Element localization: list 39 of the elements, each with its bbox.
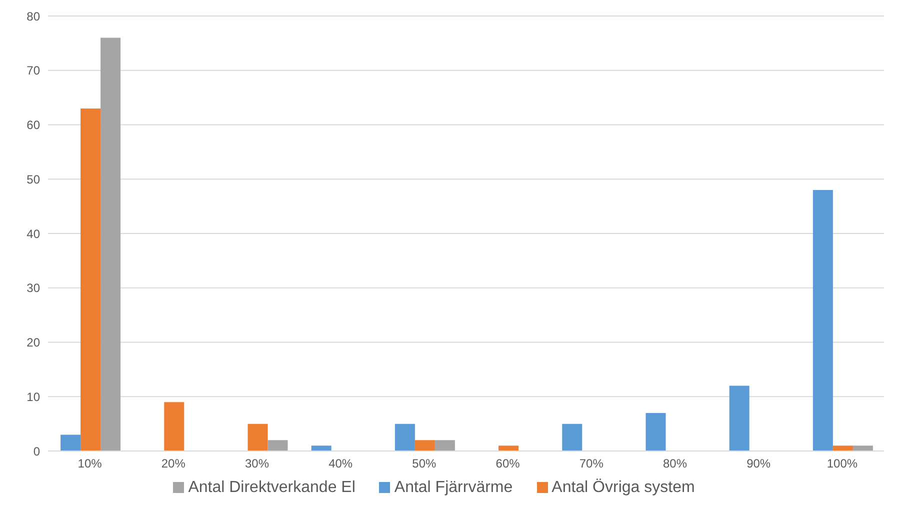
- bar: [434, 440, 455, 451]
- x-tick-label: 10%: [78, 456, 102, 471]
- y-tick-label: 50: [26, 172, 40, 186]
- y-tick-label: 0: [33, 444, 40, 458]
- bar: [164, 402, 184, 451]
- bar: [729, 386, 750, 451]
- legend-label: Antal Fjärrvärme: [394, 479, 513, 496]
- y-tick-label: 60: [26, 118, 40, 132]
- bar: [498, 446, 519, 451]
- y-tick-label: 40: [26, 226, 40, 241]
- bar: [414, 440, 435, 451]
- bar: [562, 424, 582, 451]
- x-tick-label: 80%: [662, 456, 688, 471]
- y-tick-label: 20: [26, 336, 40, 350]
- x-tick-label: 40%: [328, 456, 353, 471]
- y-tick-label: 30: [26, 281, 40, 296]
- y-tick-label: 70: [26, 64, 40, 78]
- bar: [80, 108, 101, 451]
- x-tick-label: 20%: [161, 456, 186, 471]
- x-tick-label: 60%: [496, 456, 520, 471]
- x-tick-label: 90%: [746, 456, 771, 471]
- x-tick-label: 70%: [579, 456, 604, 471]
- x-tick-label: 30%: [244, 456, 270, 471]
- legend-label: Antal Övriga system: [552, 479, 695, 496]
- bar: [812, 190, 833, 451]
- bar: [60, 434, 81, 451]
- bar: [248, 424, 268, 451]
- bar: [268, 440, 288, 451]
- bar: [394, 424, 415, 451]
- x-tick-label: 100%: [826, 456, 858, 471]
- legend-label: Antal Direktverkande El: [188, 479, 356, 496]
- y-tick-label: 80: [26, 9, 40, 24]
- bar: [852, 446, 873, 451]
- bar: [311, 446, 332, 451]
- y-tick-label: 10: [26, 390, 40, 404]
- bar: [832, 446, 853, 451]
- bar: [100, 38, 121, 451]
- x-tick-label: 50%: [412, 456, 437, 471]
- bar: [646, 412, 666, 451]
